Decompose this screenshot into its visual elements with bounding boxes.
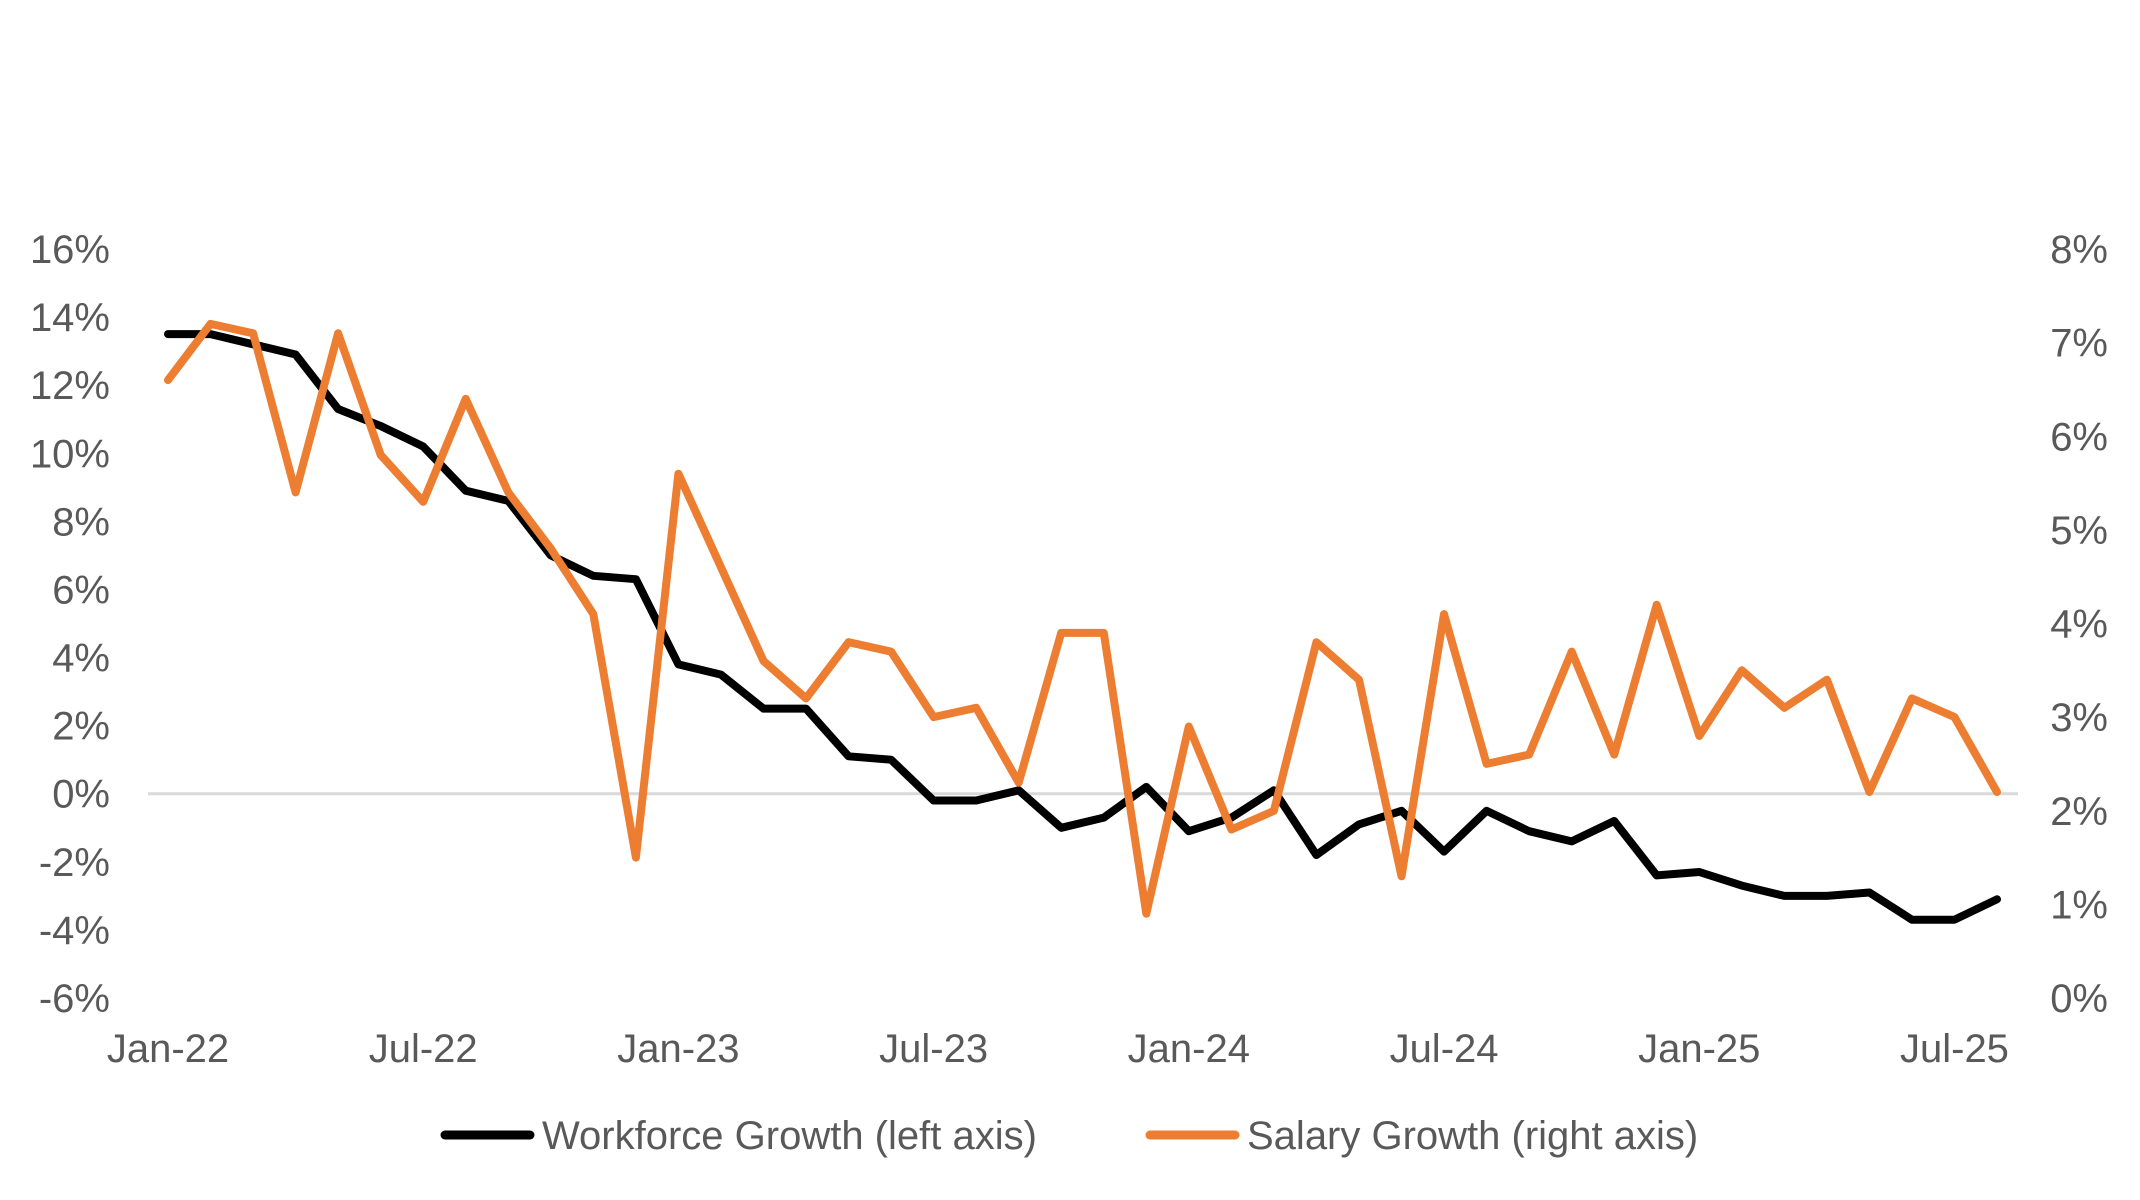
- y-right-tick-label: 7%: [2050, 322, 2108, 366]
- x-tick-label: Jan-25: [1638, 1027, 1760, 1071]
- y-left-tick-label: 12%: [30, 364, 110, 408]
- x-tick-label: Jan-24: [1128, 1027, 1250, 1071]
- x-tick-label: Jan-23: [617, 1027, 739, 1071]
- y-left-tick-label: 16%: [30, 228, 110, 272]
- y-left-tick-label: 8%: [52, 500, 110, 544]
- y-left-tick-label: 10%: [30, 432, 110, 476]
- y-axis-left-ticks: -6% -4% -2% 0% 2% 4% 6% 8% 10% 12% 14% 16%: [30, 228, 110, 1021]
- x-tick-label: Jul-23: [879, 1027, 988, 1071]
- legend-label: Workforce Growth (left axis): [542, 1114, 1037, 1158]
- y-left-tick-label: 6%: [52, 568, 110, 612]
- y-axis-right-ticks: 0% 1% 2% 3% 4% 5% 6% 7% 8%: [2050, 228, 2108, 1021]
- x-tick-label: Jan-22: [107, 1027, 229, 1071]
- y-right-tick-label: 6%: [2050, 415, 2108, 459]
- x-axis-ticks: Jan-22 Jul-22 Jan-23 Jul-23 Jan-24 Jul-24 Jan-…: [107, 1027, 2009, 1071]
- series-line-workforce-growth: [164, 330, 2001, 924]
- y-right-tick-label: 3%: [2050, 696, 2108, 740]
- y-left-tick-label: -6%: [39, 977, 110, 1021]
- y-right-tick-label: 2%: [2050, 790, 2108, 834]
- x-tick-label: Jul-22: [369, 1027, 478, 1071]
- y-left-tick-label: 4%: [52, 637, 110, 681]
- y-right-tick-label: 4%: [2050, 603, 2108, 647]
- series-line-salary-growth: [164, 319, 2001, 918]
- legend: Workforce Growth (left axis) Salary Growt…: [440, 1114, 1698, 1158]
- series-lines: [164, 319, 2001, 924]
- legend-label: Salary Growth (right axis): [1247, 1114, 1698, 1158]
- y-right-tick-label: 0%: [2050, 977, 2108, 1021]
- y-right-tick-label: 1%: [2050, 883, 2108, 927]
- y-left-tick-label: 14%: [30, 296, 110, 340]
- y-left-tick-label: 2%: [52, 705, 110, 749]
- y-left-tick-label: 0%: [52, 773, 110, 817]
- y-right-tick-label: 5%: [2050, 509, 2108, 553]
- x-tick-label: Jul-24: [1390, 1027, 1499, 1071]
- y-left-tick-label: -2%: [39, 841, 110, 885]
- x-tick-label: Jul-25: [1900, 1027, 2009, 1071]
- y-left-tick-label: -4%: [39, 909, 110, 953]
- y-right-tick-label: 8%: [2050, 228, 2108, 272]
